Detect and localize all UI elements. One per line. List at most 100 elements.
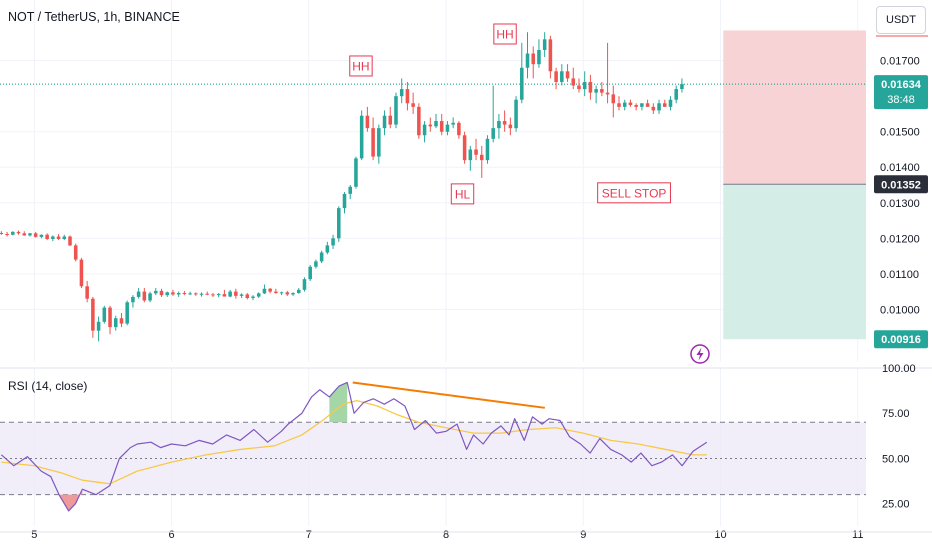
price-badge-label: 0.01352 <box>881 179 921 191</box>
candle-body <box>234 291 238 296</box>
candle-body <box>560 71 564 82</box>
candle-body <box>394 96 398 125</box>
candle-body <box>308 266 312 280</box>
candle-body <box>131 296 135 303</box>
candle-body <box>605 92 610 95</box>
lightning-icon-bolt <box>696 347 704 361</box>
x-tick-label: 10 <box>714 529 726 541</box>
lightning-icon[interactable] <box>690 344 710 364</box>
candle-body <box>16 231 21 234</box>
candle-body <box>657 103 661 111</box>
candle-body <box>474 149 478 155</box>
annotation-label: SELL STOP <box>602 186 667 200</box>
candle-body <box>331 238 335 246</box>
current-price-badge: 0.01634 38:48 <box>874 75 928 110</box>
candle-body <box>645 103 650 107</box>
candle-body <box>468 149 473 161</box>
x-tick-label: 8 <box>443 529 449 541</box>
candle-body <box>382 115 387 129</box>
candle-body <box>365 115 370 129</box>
candle-body <box>611 94 616 104</box>
candle-body <box>520 67 524 100</box>
x-tick-label: 7 <box>306 529 312 541</box>
candle-body <box>11 231 15 235</box>
currency-button[interactable]: USDT <box>876 6 926 34</box>
candle-body <box>302 279 307 290</box>
candle-body <box>588 81 593 93</box>
candle-body <box>640 103 644 107</box>
rsi-tick-label: 50.00 <box>882 453 910 465</box>
candle-body <box>239 294 244 296</box>
candle-body <box>411 103 415 107</box>
price-badge-label: 0.00916 <box>881 334 921 346</box>
candle-body <box>497 121 501 129</box>
rsi-line <box>0 381 708 512</box>
candle-body <box>262 288 267 294</box>
candle-body <box>285 292 290 295</box>
x-tick-label: 11 <box>852 529 863 541</box>
current-price-label: 0.01634 <box>881 79 922 91</box>
chart-annotation: HH <box>493 23 517 45</box>
candle-body <box>674 89 678 100</box>
target-price-badge: 0.00916 <box>874 330 928 349</box>
candle-body <box>451 122 455 125</box>
candle-body <box>39 234 44 237</box>
candle-body <box>96 321 101 331</box>
candle-body <box>171 292 175 295</box>
candle-body <box>377 128 381 157</box>
candle-body <box>211 294 215 296</box>
candle-body <box>348 186 352 194</box>
candle-body <box>56 236 61 240</box>
candle-body <box>502 121 507 125</box>
candle-body <box>5 234 9 236</box>
candle-body <box>314 261 318 267</box>
candle-body <box>222 294 227 297</box>
x-tick-label: 6 <box>168 529 174 541</box>
rsi-overbought-fill <box>329 382 348 423</box>
price-tick-label: 0.01700 <box>880 56 920 68</box>
candle-body <box>194 293 198 295</box>
candle-body <box>508 124 513 129</box>
price-tick-label: 0.01100 <box>880 269 919 281</box>
price-tick-label: 0.01400 <box>880 162 920 174</box>
candle-body <box>531 53 536 65</box>
candle-body <box>125 302 129 324</box>
chart-annotation: SELL STOP <box>597 182 671 204</box>
candle-body <box>73 245 78 260</box>
candle-body <box>296 289 301 294</box>
candle-body <box>165 292 169 296</box>
candle-body <box>417 106 421 136</box>
x-tick-label: 5 <box>31 529 37 541</box>
candle-body <box>577 85 581 90</box>
x-tick-label: 9 <box>580 529 586 541</box>
candle-body <box>256 293 261 297</box>
candle-body <box>85 286 89 299</box>
candle-body <box>565 71 570 79</box>
candle-body <box>485 138 490 161</box>
candle-body <box>79 259 84 287</box>
candle-body <box>113 318 118 328</box>
price-badge-bg <box>874 330 928 349</box>
annotation-box <box>349 55 373 77</box>
candle-body <box>445 124 450 132</box>
candle-body <box>668 99 673 107</box>
candle-body <box>136 291 141 297</box>
candle-body <box>159 290 164 296</box>
candle-body <box>359 115 364 159</box>
bearish-divergence-line <box>352 381 545 409</box>
annotation-box <box>597 182 671 204</box>
candle-body <box>199 293 204 295</box>
candle-body <box>325 245 330 253</box>
entry-price-badge: 0.01352 <box>874 175 928 194</box>
candle-body <box>525 53 530 68</box>
candle-body <box>268 288 272 292</box>
candle-body <box>279 292 284 294</box>
annotation-label: HL <box>455 187 471 201</box>
candle-body <box>216 294 221 296</box>
candle-body <box>617 103 621 107</box>
candle-body <box>371 128 375 157</box>
candle-body <box>319 252 324 262</box>
candle-body <box>108 307 112 328</box>
